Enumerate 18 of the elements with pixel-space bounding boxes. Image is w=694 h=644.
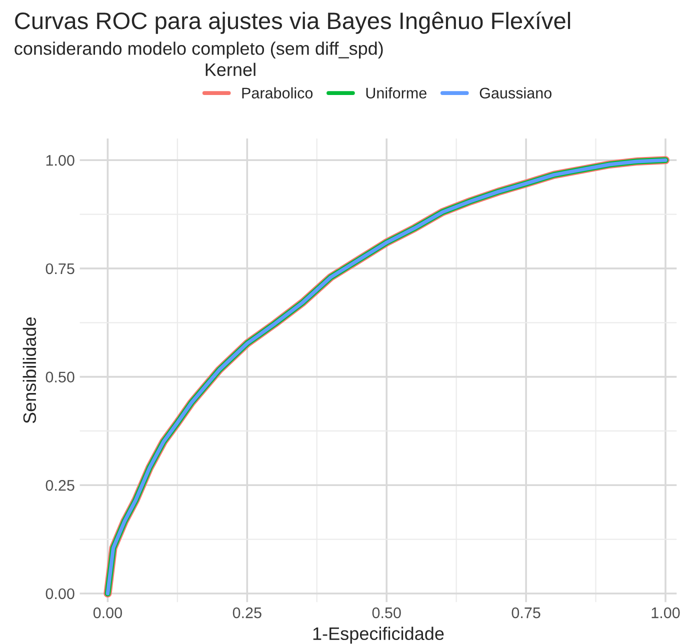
y-tick-label: 1.00 [46, 154, 74, 166]
chart-title: Curvas ROC para ajustes via Bayes Ingênuo Flexível [15, 12, 570, 34]
x-tick-label: 0.00 [93, 607, 122, 618]
y-tick-label: 0.50 [46, 372, 74, 382]
x-axis-title: 1-Especificidade [313, 626, 444, 644]
y-tick-label: 0.00 [46, 588, 74, 600]
x-tick-label: 0.50 [372, 607, 401, 618]
legend-title: Kernel [206, 62, 256, 76]
legend-label: Uniforme [366, 87, 426, 99]
x-tick-label: 0.25 [232, 607, 262, 618]
x-tick-label: 0.75 [512, 607, 540, 618]
y-tick-label: 0.25 [46, 480, 74, 491]
x-tick-label: 1.00 [652, 607, 680, 618]
legend-label: Parabolico [242, 87, 313, 99]
y-axis-title: Sensibilidade [22, 317, 36, 424]
y-tick-label: 0.75 [46, 263, 74, 274]
chart-subtitle: considerando modelo completo (sem diff_spd) [14, 42, 383, 58]
legend-label: Gaussiano [480, 87, 552, 99]
